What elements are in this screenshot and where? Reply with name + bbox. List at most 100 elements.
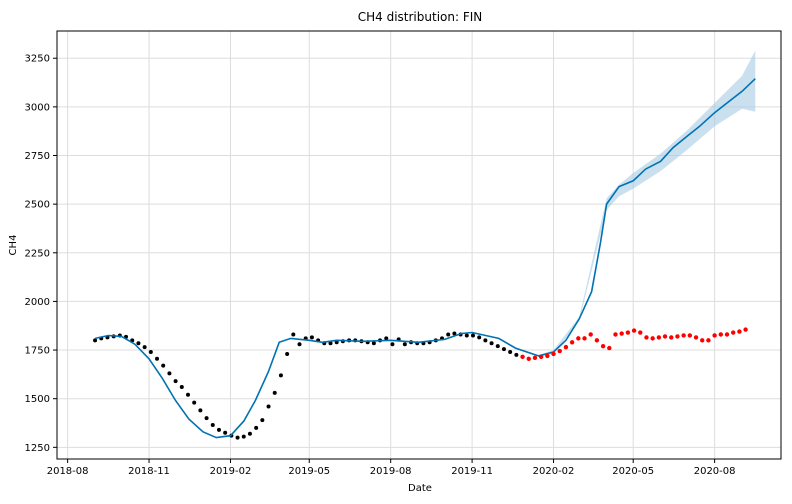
observed-point (216, 427, 221, 432)
actual-point (743, 327, 748, 332)
observed-point (93, 338, 98, 343)
chart-title: CH4 distribution: FIN (358, 10, 483, 24)
observed-point (136, 341, 141, 346)
actual-point (650, 336, 655, 341)
observed-point (390, 342, 395, 347)
observed-point (371, 341, 376, 346)
observed-point (508, 350, 513, 354)
actual-point (557, 348, 562, 354)
actual-point (563, 344, 569, 350)
x-tick-label: 2019-08 (370, 466, 412, 477)
actual-point (731, 330, 736, 335)
y-tick-label: 1250 (25, 443, 50, 454)
y-tick-label: 2000 (25, 297, 50, 308)
observed-point (210, 422, 215, 427)
actual-point (644, 335, 649, 340)
x-axis-label: Date (408, 483, 432, 494)
observed-point (446, 332, 451, 337)
observed-point (204, 416, 209, 421)
y-tick-label: 2750 (25, 151, 50, 162)
actual-point (569, 340, 575, 345)
observed-point (309, 335, 314, 340)
x-tick-label: 2018-08 (47, 466, 89, 477)
y-tick-label: 1750 (25, 346, 50, 357)
actual-point (582, 336, 587, 341)
actual-point (675, 334, 680, 339)
forecast-line (94, 78, 756, 439)
y-tick-label: 3000 (25, 102, 50, 113)
actual-point (551, 351, 556, 357)
actual-point (693, 335, 699, 340)
actual-point (613, 332, 618, 337)
actual-point (737, 329, 742, 334)
observed-point (142, 345, 147, 350)
actual-point (538, 354, 544, 360)
actual-point (607, 345, 612, 351)
x-tick-label: 2019-11 (451, 466, 493, 477)
y-tick-label: 1500 (25, 394, 50, 405)
x-tick-label: 2020-08 (694, 466, 736, 477)
observed-point (247, 431, 252, 436)
x-tick-label: 2018-11 (128, 466, 170, 477)
observed-point (278, 373, 283, 378)
x-tick-label: 2019-02 (210, 466, 252, 477)
actual-point (576, 336, 581, 341)
x-tick-label: 2020-05 (612, 466, 654, 477)
plot-area: 2018-08 2018-11 2019-02 2019-05 2019-08 2019-… (25, 30, 782, 477)
observed-point (334, 340, 339, 345)
observed-point (192, 400, 197, 405)
y-tick-label: 3250 (25, 54, 50, 65)
observed-point (223, 430, 228, 435)
actual-point (700, 338, 705, 343)
x-tick-label: 2019-05 (288, 466, 330, 477)
observed-point (167, 371, 172, 376)
observed-point (470, 333, 475, 338)
actual-point (669, 335, 674, 340)
observed-point (483, 338, 488, 343)
actual-point (656, 335, 662, 340)
observed-point (148, 350, 153, 354)
actual-point (532, 355, 538, 361)
actual-point (619, 331, 624, 336)
actual-point (706, 338, 711, 343)
actual-point (712, 333, 717, 338)
y-axis-label: CH4 (8, 235, 19, 256)
actual-point (724, 332, 730, 337)
observed-point (285, 351, 290, 356)
actual-point (545, 353, 550, 359)
observed-point (155, 356, 160, 361)
observed-point (173, 379, 178, 384)
actual-point (681, 333, 686, 338)
actual-point (594, 338, 600, 343)
observed-point (514, 352, 519, 357)
plot-frame (56, 30, 782, 460)
observed-point (402, 342, 407, 347)
actual-point (631, 328, 637, 333)
observed-point (501, 347, 506, 352)
observed-point (328, 341, 333, 346)
actual-point (600, 343, 606, 349)
observed-point (179, 385, 184, 390)
observed-point (185, 392, 190, 397)
y-tick-label: 2500 (25, 200, 50, 211)
observed-point (489, 341, 494, 346)
observed-point (235, 435, 240, 440)
actual-point (588, 332, 593, 337)
uncertainty-band (538, 50, 756, 357)
observed-point (452, 331, 457, 336)
actual-point (526, 356, 531, 362)
observed-point (254, 425, 259, 430)
observed-point (266, 404, 271, 409)
observed-point (272, 390, 277, 395)
x-tick-label: 2020-02 (533, 466, 575, 477)
observed-point (241, 434, 246, 439)
actual-point (662, 334, 668, 339)
actual-point (520, 354, 525, 360)
actual-point (718, 332, 724, 337)
observed-point (384, 336, 389, 341)
observed-point (198, 408, 203, 413)
observed-point (477, 335, 482, 340)
actual-point (625, 330, 631, 335)
observed-point (495, 344, 500, 349)
